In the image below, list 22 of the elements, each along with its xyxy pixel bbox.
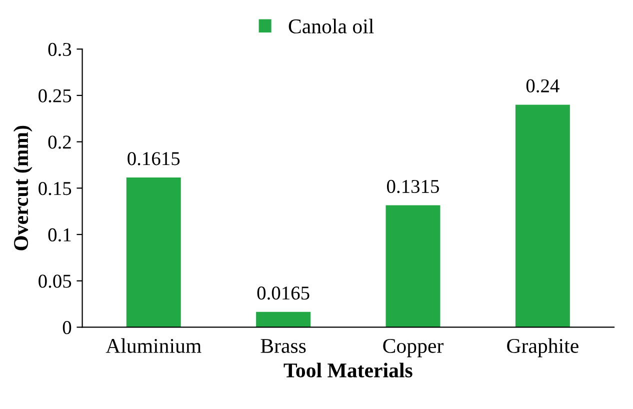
x-tick-label: Graphite [507, 338, 578, 358]
y-tick-label: 0.2 [48, 136, 71, 149]
y-tick-label: 0.1 [48, 228, 71, 242]
y-tick-label: 0.3 [48, 42, 72, 56]
bar [126, 177, 181, 328]
y-axis-title: Overcut (mm) [13, 126, 32, 250]
x-tick-label: Copper [383, 338, 444, 358]
y-tick-label: 0.05 [38, 274, 72, 288]
bar [515, 104, 570, 328]
data-label: 0.0165 [257, 286, 310, 300]
y-tick-label: 0 [62, 321, 72, 334]
legend-label: Canola oil [288, 18, 374, 34]
data-label: 0.1315 [387, 180, 439, 194]
y-tick-label: 0.15 [38, 182, 72, 196]
x-tick-label: Aluminium [106, 338, 202, 353]
data-label: 0.1615 [128, 152, 180, 166]
data-label: 0.24 [526, 79, 560, 93]
bar [386, 205, 440, 328]
x-tick-label: Brass [260, 339, 306, 353]
bar [256, 312, 311, 328]
y-tick-label: 0.25 [38, 89, 72, 102]
x-axis-title: Tool Materials [284, 362, 412, 378]
